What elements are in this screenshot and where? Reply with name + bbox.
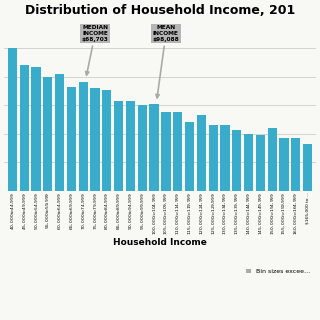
Bar bbox=[291, 138, 300, 191]
Bar bbox=[256, 135, 265, 191]
Bar bbox=[114, 101, 123, 191]
Bar bbox=[244, 134, 253, 191]
Bar bbox=[303, 144, 312, 191]
Bar bbox=[91, 88, 100, 191]
Bar bbox=[43, 77, 52, 191]
Bar bbox=[149, 104, 159, 191]
Bar bbox=[67, 87, 76, 191]
Bar bbox=[79, 83, 88, 191]
Bar bbox=[31, 67, 41, 191]
Bar bbox=[126, 101, 135, 191]
Bar bbox=[138, 105, 147, 191]
Bar bbox=[102, 90, 111, 191]
Bar bbox=[232, 130, 241, 191]
Bar bbox=[185, 122, 194, 191]
Bar bbox=[209, 125, 218, 191]
Bar bbox=[20, 65, 29, 191]
Bar bbox=[268, 128, 277, 191]
Legend: Bin sizes excee…: Bin sizes excee… bbox=[244, 266, 313, 277]
X-axis label: Household Income: Household Income bbox=[113, 238, 207, 247]
Bar bbox=[173, 112, 182, 191]
Title: Distribution of Household Income, 201: Distribution of Household Income, 201 bbox=[25, 4, 295, 17]
Bar bbox=[8, 48, 17, 191]
Bar bbox=[161, 112, 171, 191]
Bar bbox=[197, 115, 206, 191]
Bar bbox=[279, 138, 289, 191]
Bar bbox=[220, 125, 229, 191]
Text: MEAN
INCOME
$98,088: MEAN INCOME $98,088 bbox=[153, 25, 179, 98]
Text: MEDIAN
INCOME
$68,703: MEDIAN INCOME $68,703 bbox=[82, 25, 108, 75]
Bar bbox=[55, 74, 64, 191]
